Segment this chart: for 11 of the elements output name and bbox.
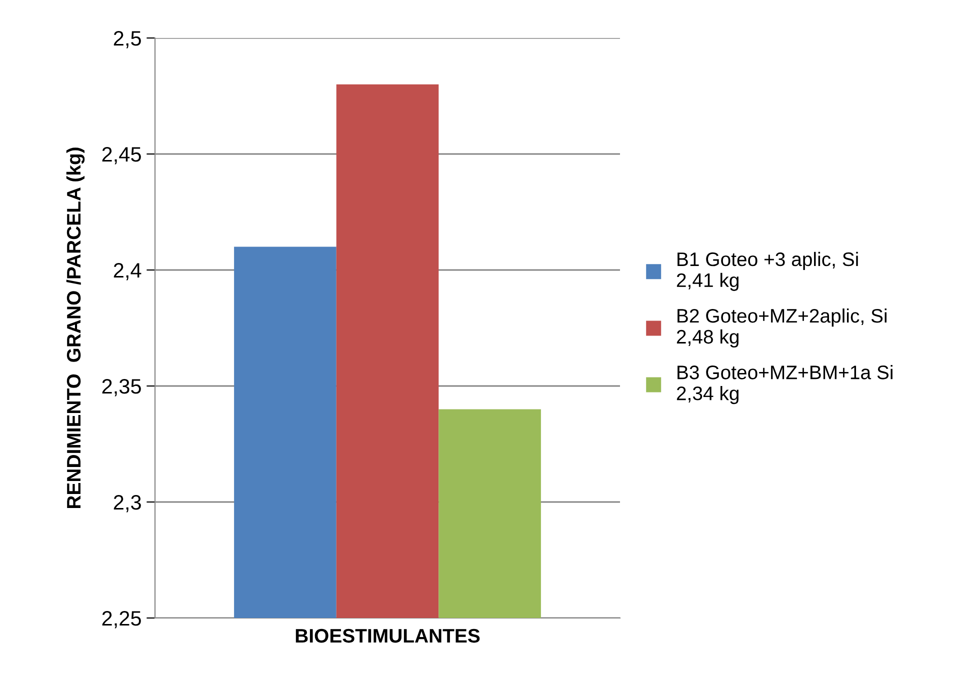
y-tick-label: 2,5 (114, 31, 141, 48)
y-tick-label: 2,45 (102, 147, 141, 164)
legend-label: B1 Goteo +3 aplic, Si 2,41 kg (676, 252, 858, 291)
y-tick-label: 2,25 (102, 611, 141, 628)
legend-label: B3 Goteo+MZ+BM+1a Si 2,34 kg (676, 365, 892, 404)
y-axis-title: RENDIMIENTO GRANO /PARCELA (kg) (66, 148, 85, 508)
x-axis-title: BIOESTIMULANTES (296, 628, 480, 643)
legend-label: B2 Goteo+MZ+2aplic, Si 2,48 kg (676, 308, 886, 348)
y-tick-label: 2,35 (102, 379, 141, 396)
y-tick-label: 2,4 (114, 263, 142, 280)
y-tick-label: 2,3 (114, 495, 141, 512)
